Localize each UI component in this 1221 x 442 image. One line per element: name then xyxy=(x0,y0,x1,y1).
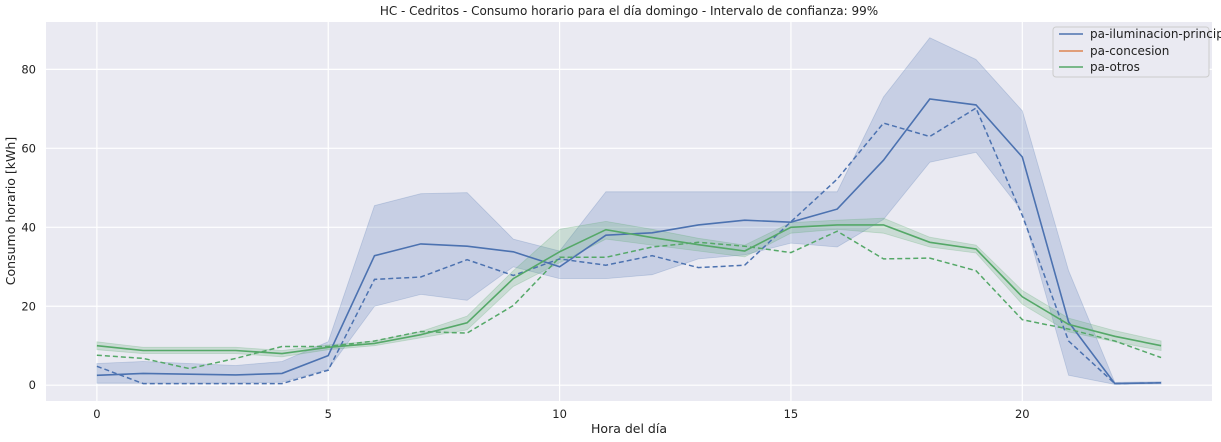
legend-box xyxy=(1052,26,1210,78)
x-tick-label: 0 xyxy=(93,407,100,421)
y-tick-label: 0 xyxy=(29,378,36,392)
chart-title: HC - Cedritos - Consumo horario para el … xyxy=(380,4,878,18)
y-tick-label: 60 xyxy=(21,141,36,155)
series-lines xyxy=(96,98,1162,385)
x-axis-label: Hora del día xyxy=(591,421,667,436)
x-tick-label: 15 xyxy=(784,407,799,421)
legend-label-concesion: pa-concesion xyxy=(1090,44,1169,58)
tick-labels: 0 5 10 15 20 0 20 40 60 80 xyxy=(21,62,1029,421)
confidence-bands xyxy=(96,37,1162,385)
x-tick-label: 5 xyxy=(325,407,332,421)
x-tick-label: 10 xyxy=(552,407,567,421)
y-axis-label: Consumo horario [kWh] xyxy=(3,137,18,285)
confidence-band-pa-iluminacion-principal xyxy=(96,37,1162,385)
series-line-pa-otros xyxy=(96,224,1162,355)
confidence-band-pa-otros xyxy=(96,217,1162,358)
y-tick-label: 40 xyxy=(21,220,36,234)
series-line-dashed-pa-iluminacion-principal xyxy=(96,107,1162,385)
legend-label-otros: pa-otros xyxy=(1090,60,1140,74)
y-tick-label: 20 xyxy=(21,299,36,313)
legend: pa-iluminacion-principal pa-concesion pa… xyxy=(1052,26,1221,78)
grid xyxy=(46,22,1212,401)
y-tick-label: 80 xyxy=(21,62,36,76)
series-line-dashed-pa-otros xyxy=(96,230,1162,370)
x-tick-label: 20 xyxy=(1015,407,1030,421)
legend-label-iluminacion: pa-iluminacion-principal xyxy=(1090,27,1221,41)
plot-background xyxy=(46,22,1212,401)
